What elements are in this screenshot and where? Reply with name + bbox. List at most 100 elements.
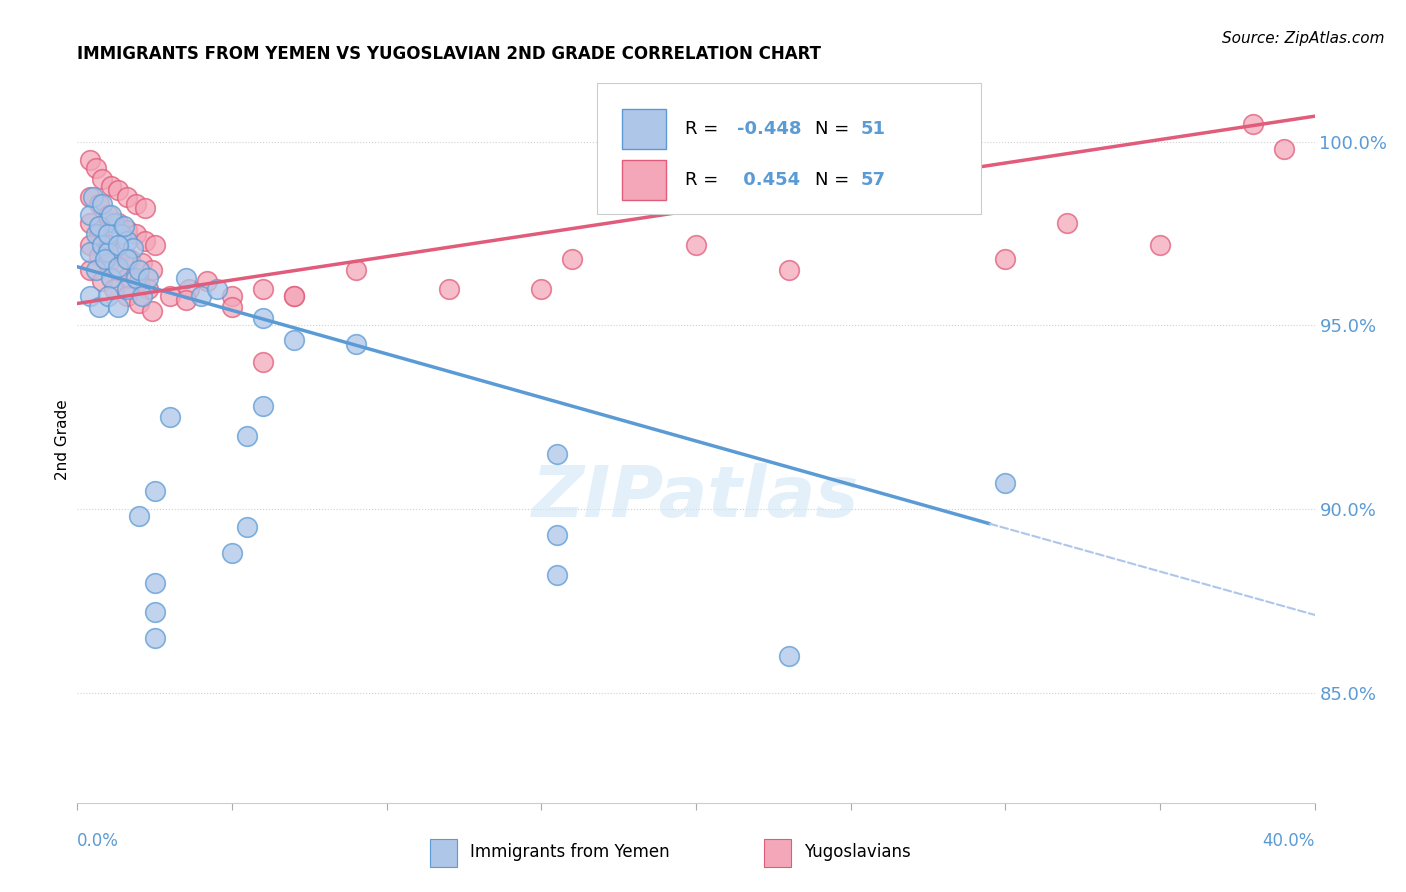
Point <box>159 289 181 303</box>
Text: 57: 57 <box>860 170 886 189</box>
Point <box>561 252 583 267</box>
Point <box>97 289 120 303</box>
Point <box>107 237 129 252</box>
Point <box>84 161 107 175</box>
Point <box>344 263 367 277</box>
Point <box>115 252 138 267</box>
Point <box>174 293 197 307</box>
Text: R =: R = <box>685 120 724 138</box>
Point <box>79 216 101 230</box>
Point <box>107 216 129 230</box>
Bar <box>430 839 457 867</box>
Point <box>778 263 800 277</box>
Point <box>79 190 101 204</box>
Point <box>79 263 101 277</box>
Point <box>125 227 148 241</box>
Point <box>115 289 138 303</box>
Point <box>118 252 141 267</box>
Point <box>994 252 1017 267</box>
Point <box>131 289 153 303</box>
Point <box>252 311 274 326</box>
Point <box>143 631 166 645</box>
Text: N =: N = <box>814 120 855 138</box>
Point <box>91 197 114 211</box>
Point <box>134 234 156 248</box>
Point <box>128 275 150 289</box>
Point <box>128 263 150 277</box>
Text: R =: R = <box>685 170 730 189</box>
Point <box>143 483 166 498</box>
Point <box>97 237 120 252</box>
Point <box>107 300 129 314</box>
Point <box>115 190 138 204</box>
Point <box>115 282 138 296</box>
Point <box>138 282 160 296</box>
Point <box>134 201 156 215</box>
Text: Yugoslavians: Yugoslavians <box>804 843 910 861</box>
Point <box>221 300 243 314</box>
Y-axis label: 2nd Grade: 2nd Grade <box>55 399 70 480</box>
Point <box>82 190 104 204</box>
Point <box>91 275 114 289</box>
Point <box>84 227 107 241</box>
Point <box>1241 117 1264 131</box>
Text: 0.454: 0.454 <box>737 170 800 189</box>
Point <box>107 183 129 197</box>
Point <box>91 171 114 186</box>
Text: 0.0%: 0.0% <box>77 832 120 850</box>
Point <box>100 208 122 222</box>
Point <box>87 300 110 314</box>
Text: Source: ZipAtlas.com: Source: ZipAtlas.com <box>1222 31 1385 46</box>
Point <box>546 568 568 582</box>
FancyBboxPatch shape <box>598 83 980 214</box>
Point <box>1272 142 1295 156</box>
Point <box>138 270 160 285</box>
Point <box>252 355 274 369</box>
Point <box>97 227 120 241</box>
Point <box>110 245 132 260</box>
Point <box>79 245 101 260</box>
Point <box>994 476 1017 491</box>
Point <box>115 270 138 285</box>
Point <box>283 333 305 347</box>
Point <box>79 208 101 222</box>
Point <box>122 241 145 255</box>
Text: 51: 51 <box>860 120 886 138</box>
Point <box>283 289 305 303</box>
Point <box>87 227 110 241</box>
Point <box>530 282 553 296</box>
Point <box>91 237 114 252</box>
Point <box>103 216 125 230</box>
Text: Immigrants from Yemen: Immigrants from Yemen <box>470 843 669 861</box>
Text: ZIPatlas: ZIPatlas <box>533 463 859 532</box>
Point <box>143 605 166 619</box>
Point <box>97 245 120 260</box>
Point <box>236 520 259 534</box>
Point <box>236 428 259 442</box>
Bar <box>621 109 666 149</box>
Point <box>195 275 218 289</box>
Point <box>143 575 166 590</box>
Point <box>97 208 120 222</box>
Point <box>110 227 132 241</box>
Point <box>221 289 243 303</box>
Point <box>546 447 568 461</box>
Text: IMMIGRANTS FROM YEMEN VS YUGOSLAVIAN 2ND GRADE CORRELATION CHART: IMMIGRANTS FROM YEMEN VS YUGOSLAVIAN 2ND… <box>77 45 821 63</box>
Point <box>84 263 107 277</box>
Point <box>778 648 800 663</box>
Point <box>252 399 274 413</box>
Point <box>103 282 125 296</box>
Point <box>141 263 163 277</box>
Point <box>190 289 212 303</box>
Point <box>100 270 122 285</box>
Point <box>437 282 460 296</box>
Point <box>128 509 150 524</box>
Point <box>79 289 101 303</box>
Point <box>131 256 153 270</box>
Point <box>685 237 707 252</box>
Point <box>141 303 163 318</box>
Point <box>252 282 274 296</box>
Point <box>115 234 138 248</box>
Bar <box>763 839 792 867</box>
Point <box>115 223 138 237</box>
